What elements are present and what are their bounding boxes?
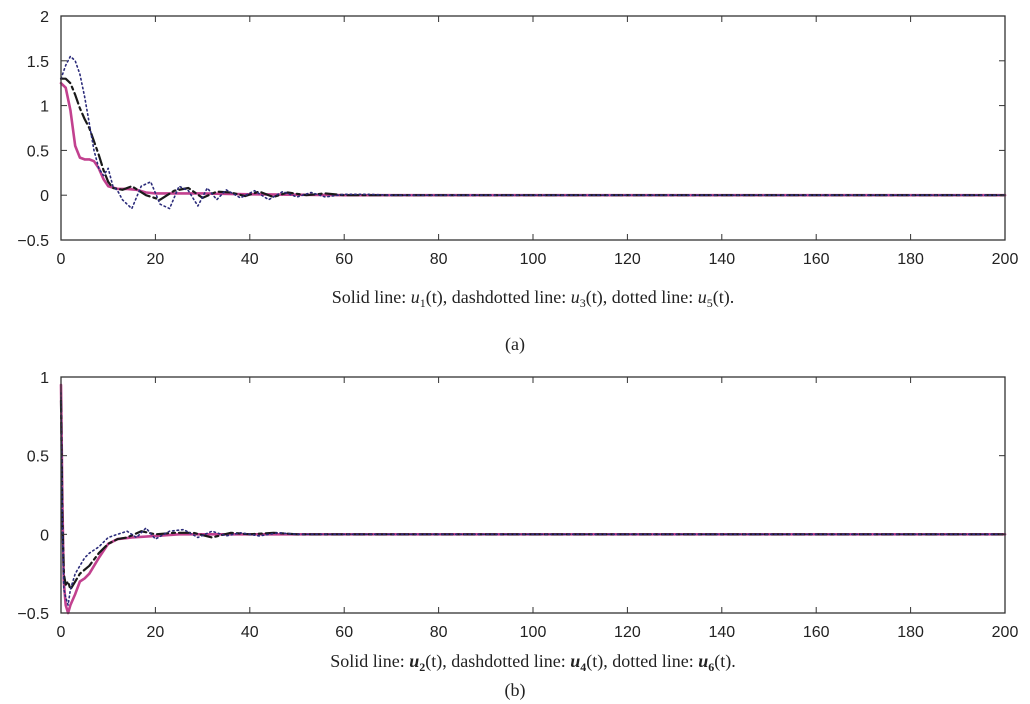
y-tick-label-a-2: 0.5 <box>27 143 49 160</box>
x-tick-label-b-4: 80 <box>430 624 448 641</box>
x-tick-label-b-7: 140 <box>708 624 735 641</box>
series-line-b-dotted <box>60 391 1006 606</box>
x-tick-label-a-7: 140 <box>708 251 735 268</box>
y-tick-label-a-0: −0.5 <box>17 233 49 250</box>
x-tick-label-b-0: 0 <box>57 624 66 641</box>
x-tick-label-b-3: 60 <box>335 624 353 641</box>
y-tick-label-b-2: 0.5 <box>27 449 49 466</box>
plot-frame-a <box>60 15 1006 241</box>
x-tick-label-a-4: 80 <box>430 251 448 268</box>
x-tick-label-b-1: 20 <box>147 624 165 641</box>
x-tick-label-b-10: 200 <box>992 624 1019 641</box>
y-tick-label-b-3: 1 <box>40 370 49 387</box>
series-line-b-dashdot <box>59 399 1007 591</box>
series-line-a-dotted <box>60 55 1006 210</box>
x-tick-label-a-0: 0 <box>57 251 66 268</box>
panel-label-b: (b) <box>505 680 526 701</box>
x-tick-label-b-8: 160 <box>803 624 830 641</box>
y-tick-label-a-5: 2 <box>40 9 49 26</box>
y-tick-label-b-1: 0 <box>40 527 49 544</box>
x-axis-label-a: Solid line: u1(t), dashdotted line: u3(t… <box>332 287 734 310</box>
y-tick-label-b-0: −0.5 <box>17 606 49 623</box>
plot-frame-b <box>60 376 1006 614</box>
x-tick-label-b-6: 120 <box>614 624 641 641</box>
series-line-b-solid <box>59 383 1007 615</box>
x-tick-label-a-6: 120 <box>614 251 641 268</box>
x-tick-label-a-10: 200 <box>992 251 1019 268</box>
x-tick-label-a-2: 40 <box>241 251 259 268</box>
x-tick-label-a-8: 160 <box>803 251 830 268</box>
x-tick-label-b-5: 100 <box>520 624 547 641</box>
x-tick-label-b-2: 40 <box>241 624 259 641</box>
x-tick-label-b-9: 180 <box>897 624 924 641</box>
chart-panel-a: 0 20 40 60 80 100 120 140 160 180 200 −0.5 0 0.5 1 1.5 2… <box>17 9 1018 355</box>
series-line-a-solid <box>59 81 1007 197</box>
y-tick-label-a-4: 1.5 <box>27 54 49 71</box>
x-axis-label-b: Solid line: u2(t), dashdotted line: u4(t… <box>330 651 736 674</box>
y-tick-label-a-3: 1 <box>40 99 49 116</box>
x-tick-label-a-1: 20 <box>147 251 165 268</box>
x-tick-label-a-9: 180 <box>897 251 924 268</box>
x-tick-label-a-3: 60 <box>335 251 353 268</box>
x-tick-label-a-5: 100 <box>520 251 547 268</box>
series-line-a-dashdot <box>59 77 1007 201</box>
panel-label-a: (a) <box>505 334 525 355</box>
chart-panel-b: 0 20 40 60 80 100 120 140 160 180 200 −0.5 0 0.5 1 Sol… <box>17 370 1018 701</box>
y-tick-label-a-1: 0 <box>40 188 49 205</box>
